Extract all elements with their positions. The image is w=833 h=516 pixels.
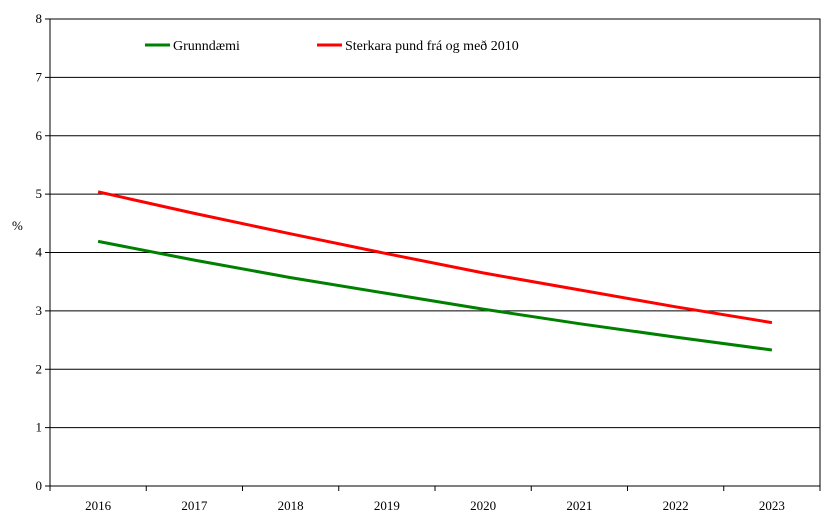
x-tick-label: 2022: [663, 498, 689, 513]
y-tick-label: 0: [36, 478, 43, 493]
y-tick-label: 2: [36, 361, 43, 376]
x-axis-ticks: [49, 486, 821, 491]
series-line-0: [97, 239, 773, 352]
x-tick-label: 2020: [470, 498, 496, 513]
y-tick-label: 1: [36, 420, 43, 435]
series-lines: [97, 190, 773, 352]
x-tick-label: 2018: [278, 498, 304, 513]
x-tick-label: 2021: [566, 498, 592, 513]
x-tick-label: 2016: [85, 498, 112, 513]
y-tick-label: 4: [36, 245, 43, 260]
y-tick-label: 3: [36, 303, 43, 318]
x-axis-tick-labels: 2016 2017 2018 2019 2020 2021 2022 2023: [85, 498, 785, 513]
legend-label-1: Sterkara pund frá og með 2010: [345, 39, 519, 54]
y-tick-label: 7: [36, 69, 43, 84]
y-axis-label: %: [12, 218, 23, 233]
y-tick-label: 6: [36, 128, 43, 143]
x-tick-label: 2017: [181, 498, 208, 513]
x-tick-label: 2023: [759, 498, 785, 513]
y-tick-label: 5: [36, 186, 43, 201]
y-axis-tick-labels: 0 1 2 3 4 5 6 7 8: [36, 11, 43, 493]
legend: Grunndæmi Sterkara pund frá og með 2010: [145, 39, 519, 54]
y-tick-label: 8: [36, 11, 43, 26]
series-line-1: [97, 190, 773, 325]
x-tick-label: 2019: [374, 498, 400, 513]
legend-label-0: Grunndæmi: [173, 39, 240, 54]
